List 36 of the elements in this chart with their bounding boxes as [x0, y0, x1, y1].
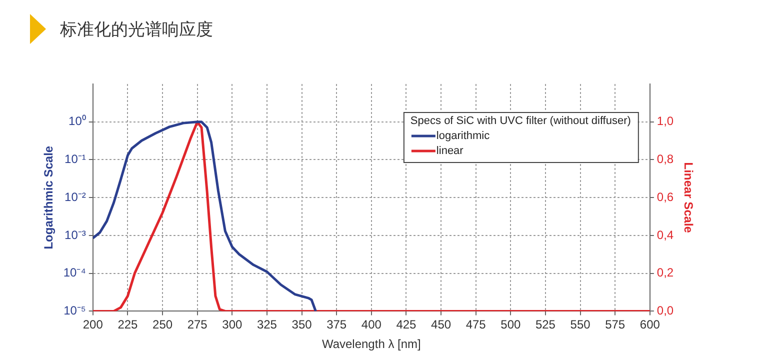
y-tick-label: 10⁻⁴	[63, 266, 86, 280]
x-tick-label: 400	[361, 318, 382, 332]
y2-tick-label: 1,0	[656, 114, 674, 128]
legend-label: logarithmic	[436, 130, 490, 142]
x-tick-label: 425	[396, 318, 417, 332]
x-tick-label: 525	[535, 318, 556, 332]
x-tick-label: 550	[570, 318, 591, 332]
x-axis-title: Wavelength λ [nm]	[322, 337, 421, 352]
y-tick-label: 10⁻⁵	[64, 304, 86, 318]
legend-label: linear	[436, 145, 464, 158]
y2-tick-label: 0,2	[656, 266, 674, 280]
x-tick-label: 475	[466, 318, 486, 332]
x-tick-label: 300	[222, 318, 242, 332]
y-tick-label: 10⁻³	[64, 228, 86, 242]
x-tick-label: 200	[82, 318, 104, 332]
x-tick-label: 575	[605, 318, 626, 332]
y-tick-label: 10⁻¹	[64, 152, 86, 166]
x-tick-label: 225	[118, 318, 138, 332]
x-tick-label: 350	[292, 318, 312, 332]
y2-tick-label: 0,0	[656, 304, 674, 318]
y2-tick-label: 0,6	[656, 190, 674, 204]
y2-tick-label: 0,8	[656, 152, 674, 166]
y2-tick-label: 0,4	[656, 228, 674, 242]
x-tick-label: 375	[326, 318, 347, 332]
x-tick-label: 275	[187, 318, 208, 332]
x-tick-label: 250	[152, 318, 173, 332]
legend-title: Specs of SiC with UVC filter (without diffuser)	[410, 115, 631, 128]
y-axis-title: Logarithmic Scale	[42, 146, 56, 250]
y2-axis-title: Linear Scale	[681, 162, 696, 234]
x-tick-label: 600	[640, 318, 660, 332]
chart-title: 标准化的光谱响应度	[60, 18, 213, 40]
x-tick-label: 500	[500, 318, 521, 332]
x-tick-label: 450	[431, 318, 452, 332]
y-tick-label: 10⁻²	[64, 190, 86, 204]
y-tick-label: 10⁰	[68, 114, 86, 128]
x-tick-label: 325	[256, 318, 278, 332]
